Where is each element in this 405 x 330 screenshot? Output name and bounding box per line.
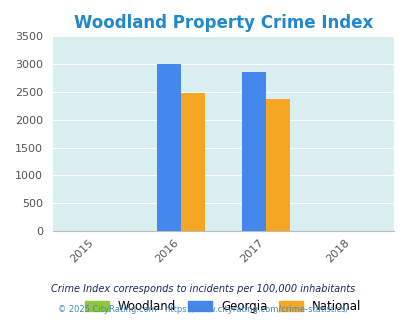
Bar — [180, 93, 204, 231]
Legend: Woodland, Georgia, National: Woodland, Georgia, National — [80, 295, 365, 318]
Text: © 2025 CityRating.com - https://www.cityrating.com/crime-statistics/: © 2025 CityRating.com - https://www.city… — [58, 305, 347, 314]
Bar — [156, 64, 180, 231]
Title: Woodland Property Crime Index: Woodland Property Crime Index — [73, 14, 372, 32]
Text: Crime Index corresponds to incidents per 100,000 inhabitants: Crime Index corresponds to incidents per… — [51, 284, 354, 294]
Bar — [241, 73, 265, 231]
Bar — [265, 99, 289, 231]
